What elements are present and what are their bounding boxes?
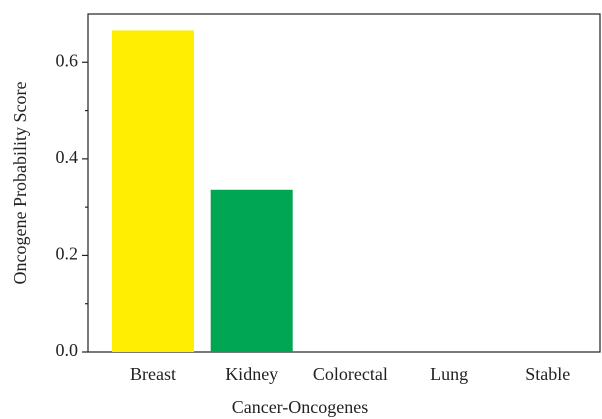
x-tick-label: Breast [130, 364, 176, 384]
plot-frame [87, 13, 601, 353]
x-tick-label: Stable [525, 364, 570, 384]
x-axis-label: Cancer-Oncogenes [232, 397, 369, 417]
bar [210, 189, 293, 352]
y-tick-label: 0.2 [56, 244, 79, 264]
y-tick-label: 0.6 [56, 50, 79, 70]
y-axis-label: Oncogene Probability Score [10, 82, 30, 285]
x-tick-label: Colorectal [313, 364, 388, 384]
y-tick-label: 0.4 [56, 147, 79, 167]
y-tick-label: 0.0 [56, 340, 79, 360]
bar [112, 30, 194, 352]
x-tick-label: Lung [430, 364, 468, 384]
x-tick-label: Kidney [225, 364, 278, 384]
